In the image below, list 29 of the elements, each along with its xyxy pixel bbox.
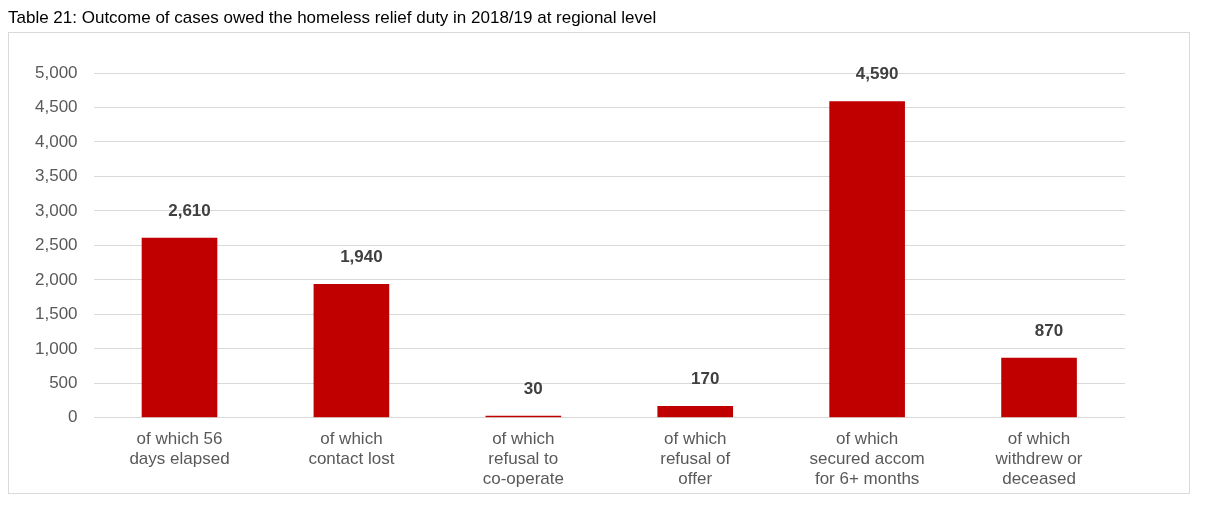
bar: [657, 406, 734, 418]
y-tick-label: 4,500: [34, 97, 78, 117]
bar: [829, 101, 905, 418]
bar: [141, 237, 218, 418]
y-tick-label: 1,500: [34, 304, 78, 324]
y-tick-label: 4,000: [34, 131, 78, 151]
y-tick-label: 2,500: [34, 235, 78, 255]
x-tick-label: of which contact lost: [308, 428, 395, 469]
y-tick-label: 0: [68, 407, 78, 427]
x-tick-label: of which refusal of offer: [660, 428, 731, 489]
data-label: 2,610: [168, 201, 211, 220]
x-tick-label: of which refusal to co-operate: [482, 428, 564, 489]
x-tick-label: of which 56 days elapsed: [129, 428, 230, 469]
x-tick-label: of which secured accom for 6+ months: [809, 428, 925, 489]
bar: [1001, 357, 1077, 418]
y-tick-label: 3,500: [34, 166, 78, 186]
data-label: 870: [1034, 320, 1064, 340]
chart-title: Table 21: Outcome of cases owed the homeless relief duty in 2018/19 at regional level: [8, 8, 658, 28]
data-label: 1,940: [340, 247, 383, 267]
y-tick-label: 2,000: [34, 269, 78, 289]
x-tick-label: of which withdrew or deceased: [994, 428, 1083, 489]
data-label: 4,590: [855, 64, 899, 84]
data-label: 30: [523, 378, 543, 398]
bar: [313, 284, 390, 418]
y-tick-label: 500: [49, 373, 78, 393]
y-tick-label: 1,000: [34, 338, 78, 358]
y-tick-label: 5,000: [34, 62, 78, 82]
data-label: 170: [691, 369, 720, 389]
y-tick-label: 3,000: [34, 200, 78, 220]
